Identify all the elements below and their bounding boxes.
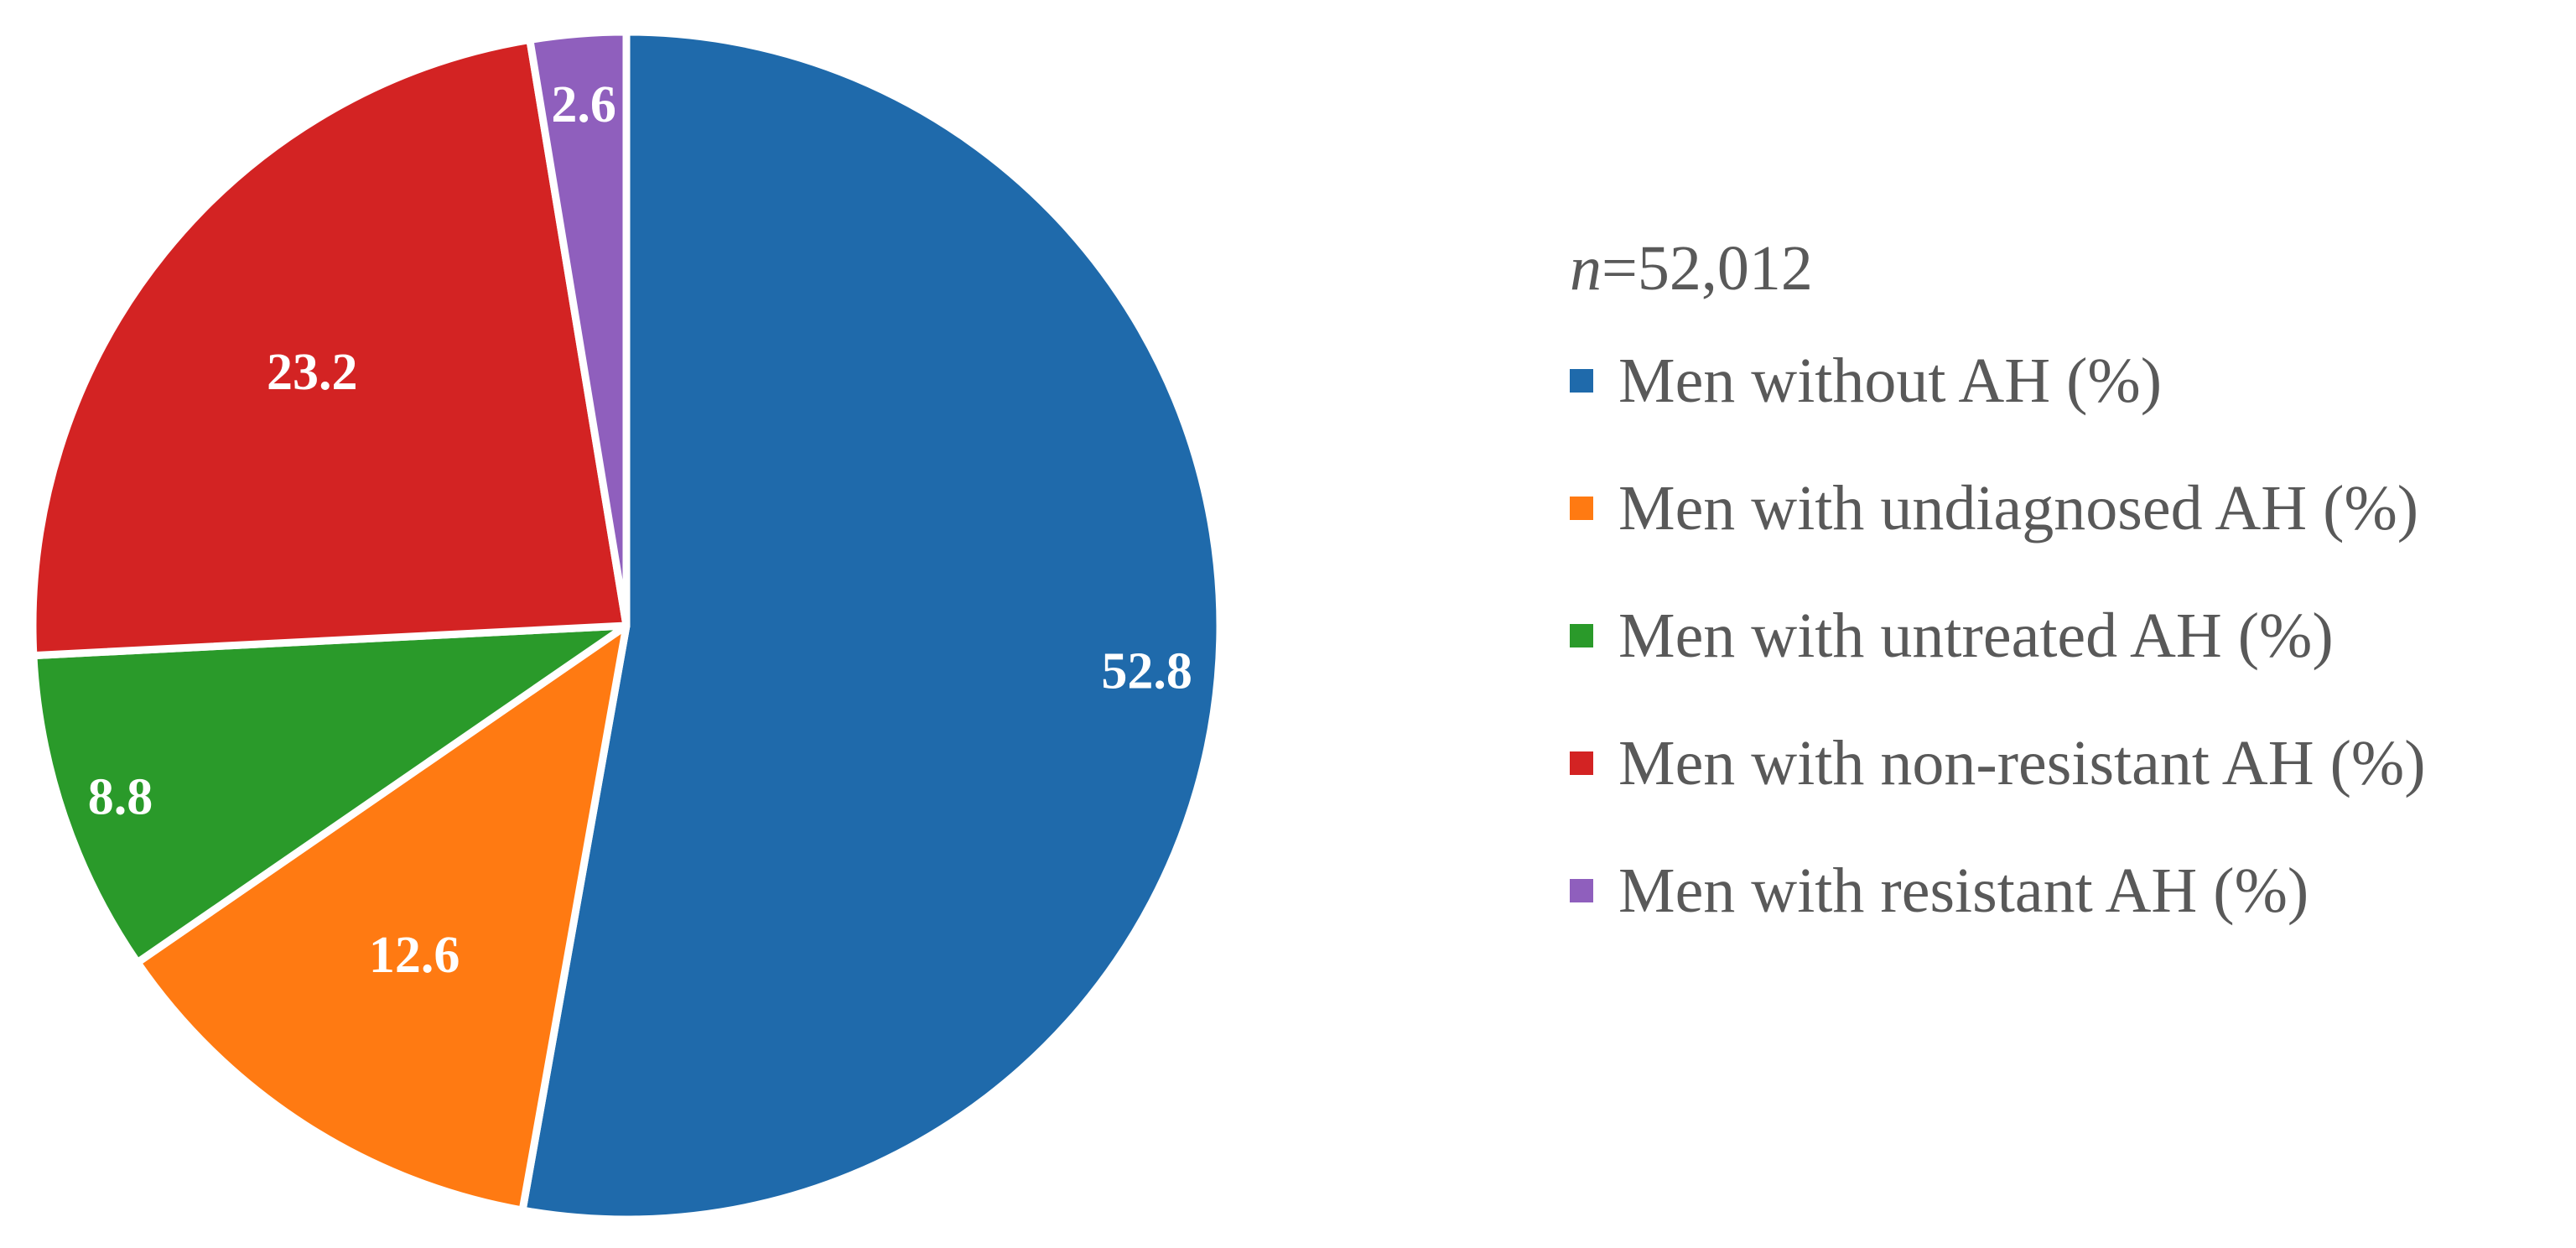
legend-item-without-ah: Men without AH (%): [1570, 339, 2426, 423]
legend-swatch: [1570, 751, 1593, 775]
legend-swatch: [1570, 879, 1593, 902]
pie-slice-men-with-non-resistant-ah: [29, 35, 631, 660]
pie-slice-men-without-ah: [518, 28, 1224, 1224]
pie-slice-men-with-untreated-ah: [29, 621, 631, 967]
legend-label: Men with resistant AH (%): [1618, 855, 2309, 926]
legend-item-resistant-ah: Men with resistant AH (%): [1570, 849, 2426, 933]
data-label-men-without-ah: 52.8: [1101, 643, 1192, 700]
legend-label: Men with untreated AH (%): [1618, 601, 2334, 671]
data-label-men-with-untreated-ah: 8.8: [88, 769, 153, 826]
legend-swatch: [1570, 369, 1593, 393]
legend-item-untreated-ah: Men with untreated AH (%): [1570, 594, 2426, 678]
legend-label: Men without AH (%): [1618, 346, 2163, 416]
data-label-men-with-non-resistant-ah: 23.2: [267, 344, 358, 401]
data-label-men-with-resistant-ah: 2.6: [551, 76, 616, 133]
legend-swatch: [1570, 624, 1593, 647]
pie-slice-men-with-resistant-ah: [526, 28, 631, 630]
pie-data-labels: 52.8 12.6 8.8 23.2 2.6: [88, 76, 1192, 984]
pie-slice-men-with-undiagnosed-ah: [133, 621, 631, 1214]
sample-size-variable: n: [1570, 233, 1602, 304]
legend-label: Men with non-resistant AH (%): [1618, 728, 2426, 798]
data-label-men-with-undiagnosed-ah: 12.6: [369, 927, 460, 984]
pie-slices: [29, 28, 1224, 1224]
legend-label: Men with undiagnosed AH (%): [1618, 473, 2419, 543]
sample-size-value: =52,012: [1602, 233, 1813, 304]
sample-size-label: n=52,012: [1570, 226, 2426, 310]
legend: n=52,012 Men without AH (%) Men with und…: [1570, 226, 2426, 976]
legend-swatch: [1570, 497, 1593, 520]
legend-item-undiagnosed-ah: Men with undiagnosed AH (%): [1570, 466, 2426, 550]
legend-item-non-resistant-ah: Men with non-resistant AH (%): [1570, 721, 2426, 805]
